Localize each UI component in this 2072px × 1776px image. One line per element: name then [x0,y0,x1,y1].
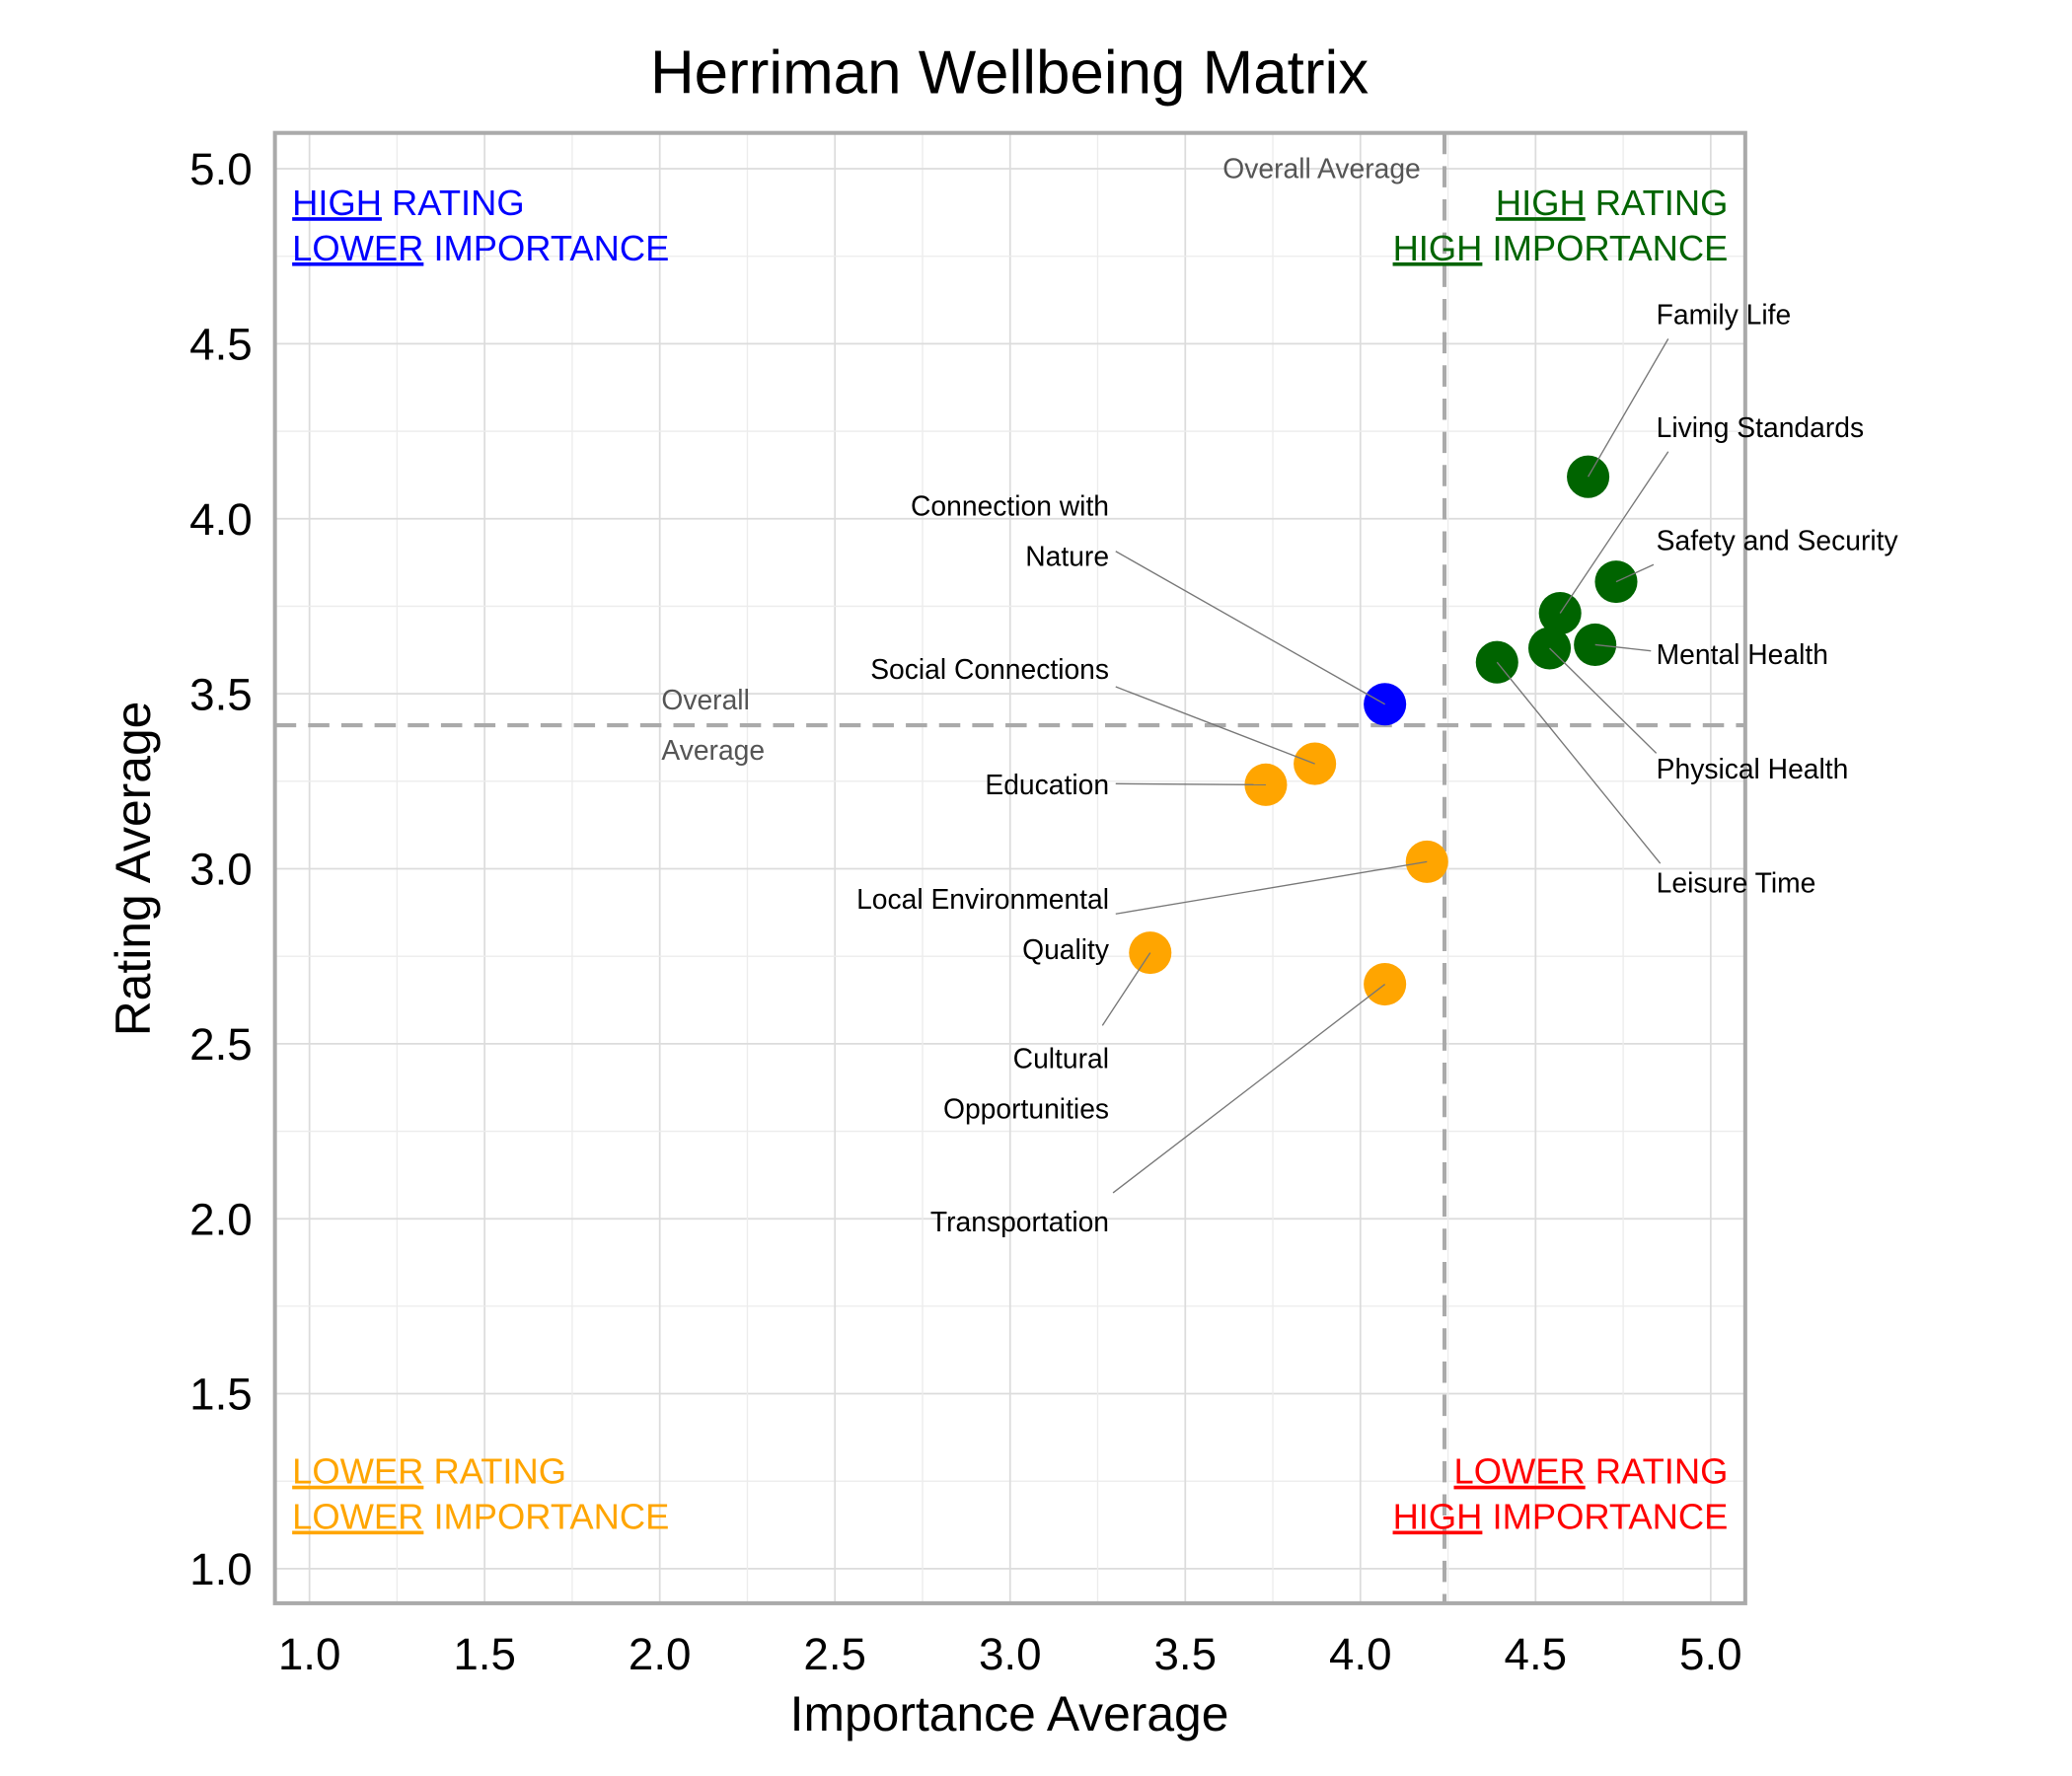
plot-border [272,130,1747,1605]
point-label: Living Standards [1657,411,1864,443]
x-tick-label: 3.5 [1153,1629,1217,1679]
y-tick-label: 3.0 [189,845,253,895]
point-label: Leisure Time [1657,867,1816,899]
quadrant-label-top-left: HIGH RATING [292,183,524,223]
quadrant-label-emphasis: LOWER [292,1451,423,1492]
point-labels: Family Life Living Standards Safety and Se… [856,299,1898,1237]
quadrant-label-text: IMPORTANCE [423,1497,669,1537]
y-tick-label: 4.0 [189,494,253,545]
y-tick-label: 4.5 [189,320,253,370]
point-label: Social Connections [870,653,1109,685]
quadrant-label-text: RATING [382,183,525,223]
y-tick-label: 1.5 [189,1369,253,1420]
leader-line [1101,952,1151,1026]
point-label: Transportation [930,1206,1109,1237]
leader-line [1559,451,1669,614]
quadrant-label-emphasis: HIGH [292,183,382,223]
quadrant-label-emphasis: HIGH [1393,1497,1483,1537]
point-label: Safety and Security [1657,524,1899,555]
x-tick-label: 2.0 [629,1629,692,1679]
quadrant-label-text: IMPORTANCE [1482,228,1728,268]
grid [274,132,1745,1603]
quadrant-label-top-right: HIGH IMPORTANCE [1393,228,1729,268]
quadrant-label-emphasis: LOWER [292,1497,423,1537]
x-tick-label: 4.0 [1329,1629,1392,1679]
point-label: Opportunities [943,1093,1109,1125]
quadrant-label-top-left: LOWER IMPORTANCE [292,228,669,268]
point-label: Education [985,769,1109,800]
x-tick-label: 1.5 [453,1629,516,1679]
y-average-label: Overall [661,684,749,715]
point-label: Quality [1022,933,1110,965]
y-tick-label: 3.5 [189,669,253,719]
y-average-label: Average [661,734,765,766]
point-label: Cultural [1013,1042,1109,1073]
x-tick-label: 3.0 [979,1629,1042,1679]
point-label: Connection with [911,489,1109,521]
quadrant-label-emphasis: LOWER [1453,1451,1585,1492]
point-label: Family Life [1657,299,1792,331]
y-tick-label: 2.0 [189,1194,253,1244]
leader-line [1115,686,1315,765]
chart-title: Herriman Wellbeing Matrix [650,38,1369,107]
x-tick-label: 2.5 [803,1629,866,1679]
data-point [1574,623,1617,667]
x-tick-label: 5.0 [1679,1629,1742,1679]
y-tick-label: 2.5 [189,1019,253,1070]
leader-line [1549,647,1658,754]
y-axis-label: Rating Average [106,702,161,1037]
quadrant-label-emphasis: LOWER [292,228,423,268]
leader-line [1112,984,1386,1194]
leader-line [1594,643,1652,652]
leader-line [1496,661,1662,864]
y-tick-label: 5.0 [189,144,253,194]
quadrant-label-text: RATING [423,1451,566,1492]
quadrant-label-text: RATING [1586,1451,1729,1492]
leader-lines [1101,338,1669,1194]
data-point [1129,931,1172,975]
quadrant-label-emphasis: HIGH [1496,183,1586,223]
quadrant-label-text: IMPORTANCE [423,228,669,268]
axis-ticks: 1.0 1.5 2.0 2.5 3.0 3.5 4.0 4.5 5.0 1.0 1.5 2.0 2.5 3… [189,144,1741,1679]
y-tick-label: 1.0 [189,1544,253,1594]
leader-line [1115,551,1385,705]
point-label: Physical Health [1657,753,1849,784]
quadrant-label-bottom-right: HIGH IMPORTANCE [1393,1497,1729,1537]
quadrant-label-bottom-left: LOWER IMPORTANCE [292,1497,669,1537]
data-points [1129,455,1638,1006]
point-label: Nature [1025,541,1109,572]
x-average-label: Overall Average [1222,152,1420,184]
quadrant-label-text: IMPORTANCE [1482,1497,1728,1537]
quadrant-label-top-right: HIGH RATING [1496,183,1728,223]
quadrant-label-text: RATING [1586,183,1729,223]
quadrant-label-bottom-right: LOWER RATING [1453,1451,1728,1492]
point-label: Mental Health [1657,638,1828,670]
leader-line [1115,860,1428,915]
data-point [1475,640,1518,684]
point-label: Local Environmental [856,883,1109,915]
leader-line [1115,782,1266,786]
x-tick-label: 4.5 [1505,1629,1568,1679]
quadrant-label-emphasis: HIGH [1393,228,1483,268]
x-tick-label: 1.0 [278,1629,341,1679]
quadrant-label-bottom-left: LOWER RATING [292,1451,566,1492]
leader-line [1615,563,1655,583]
leader-line [1587,338,1669,478]
x-axis-label: Importance Average [790,1686,1229,1741]
